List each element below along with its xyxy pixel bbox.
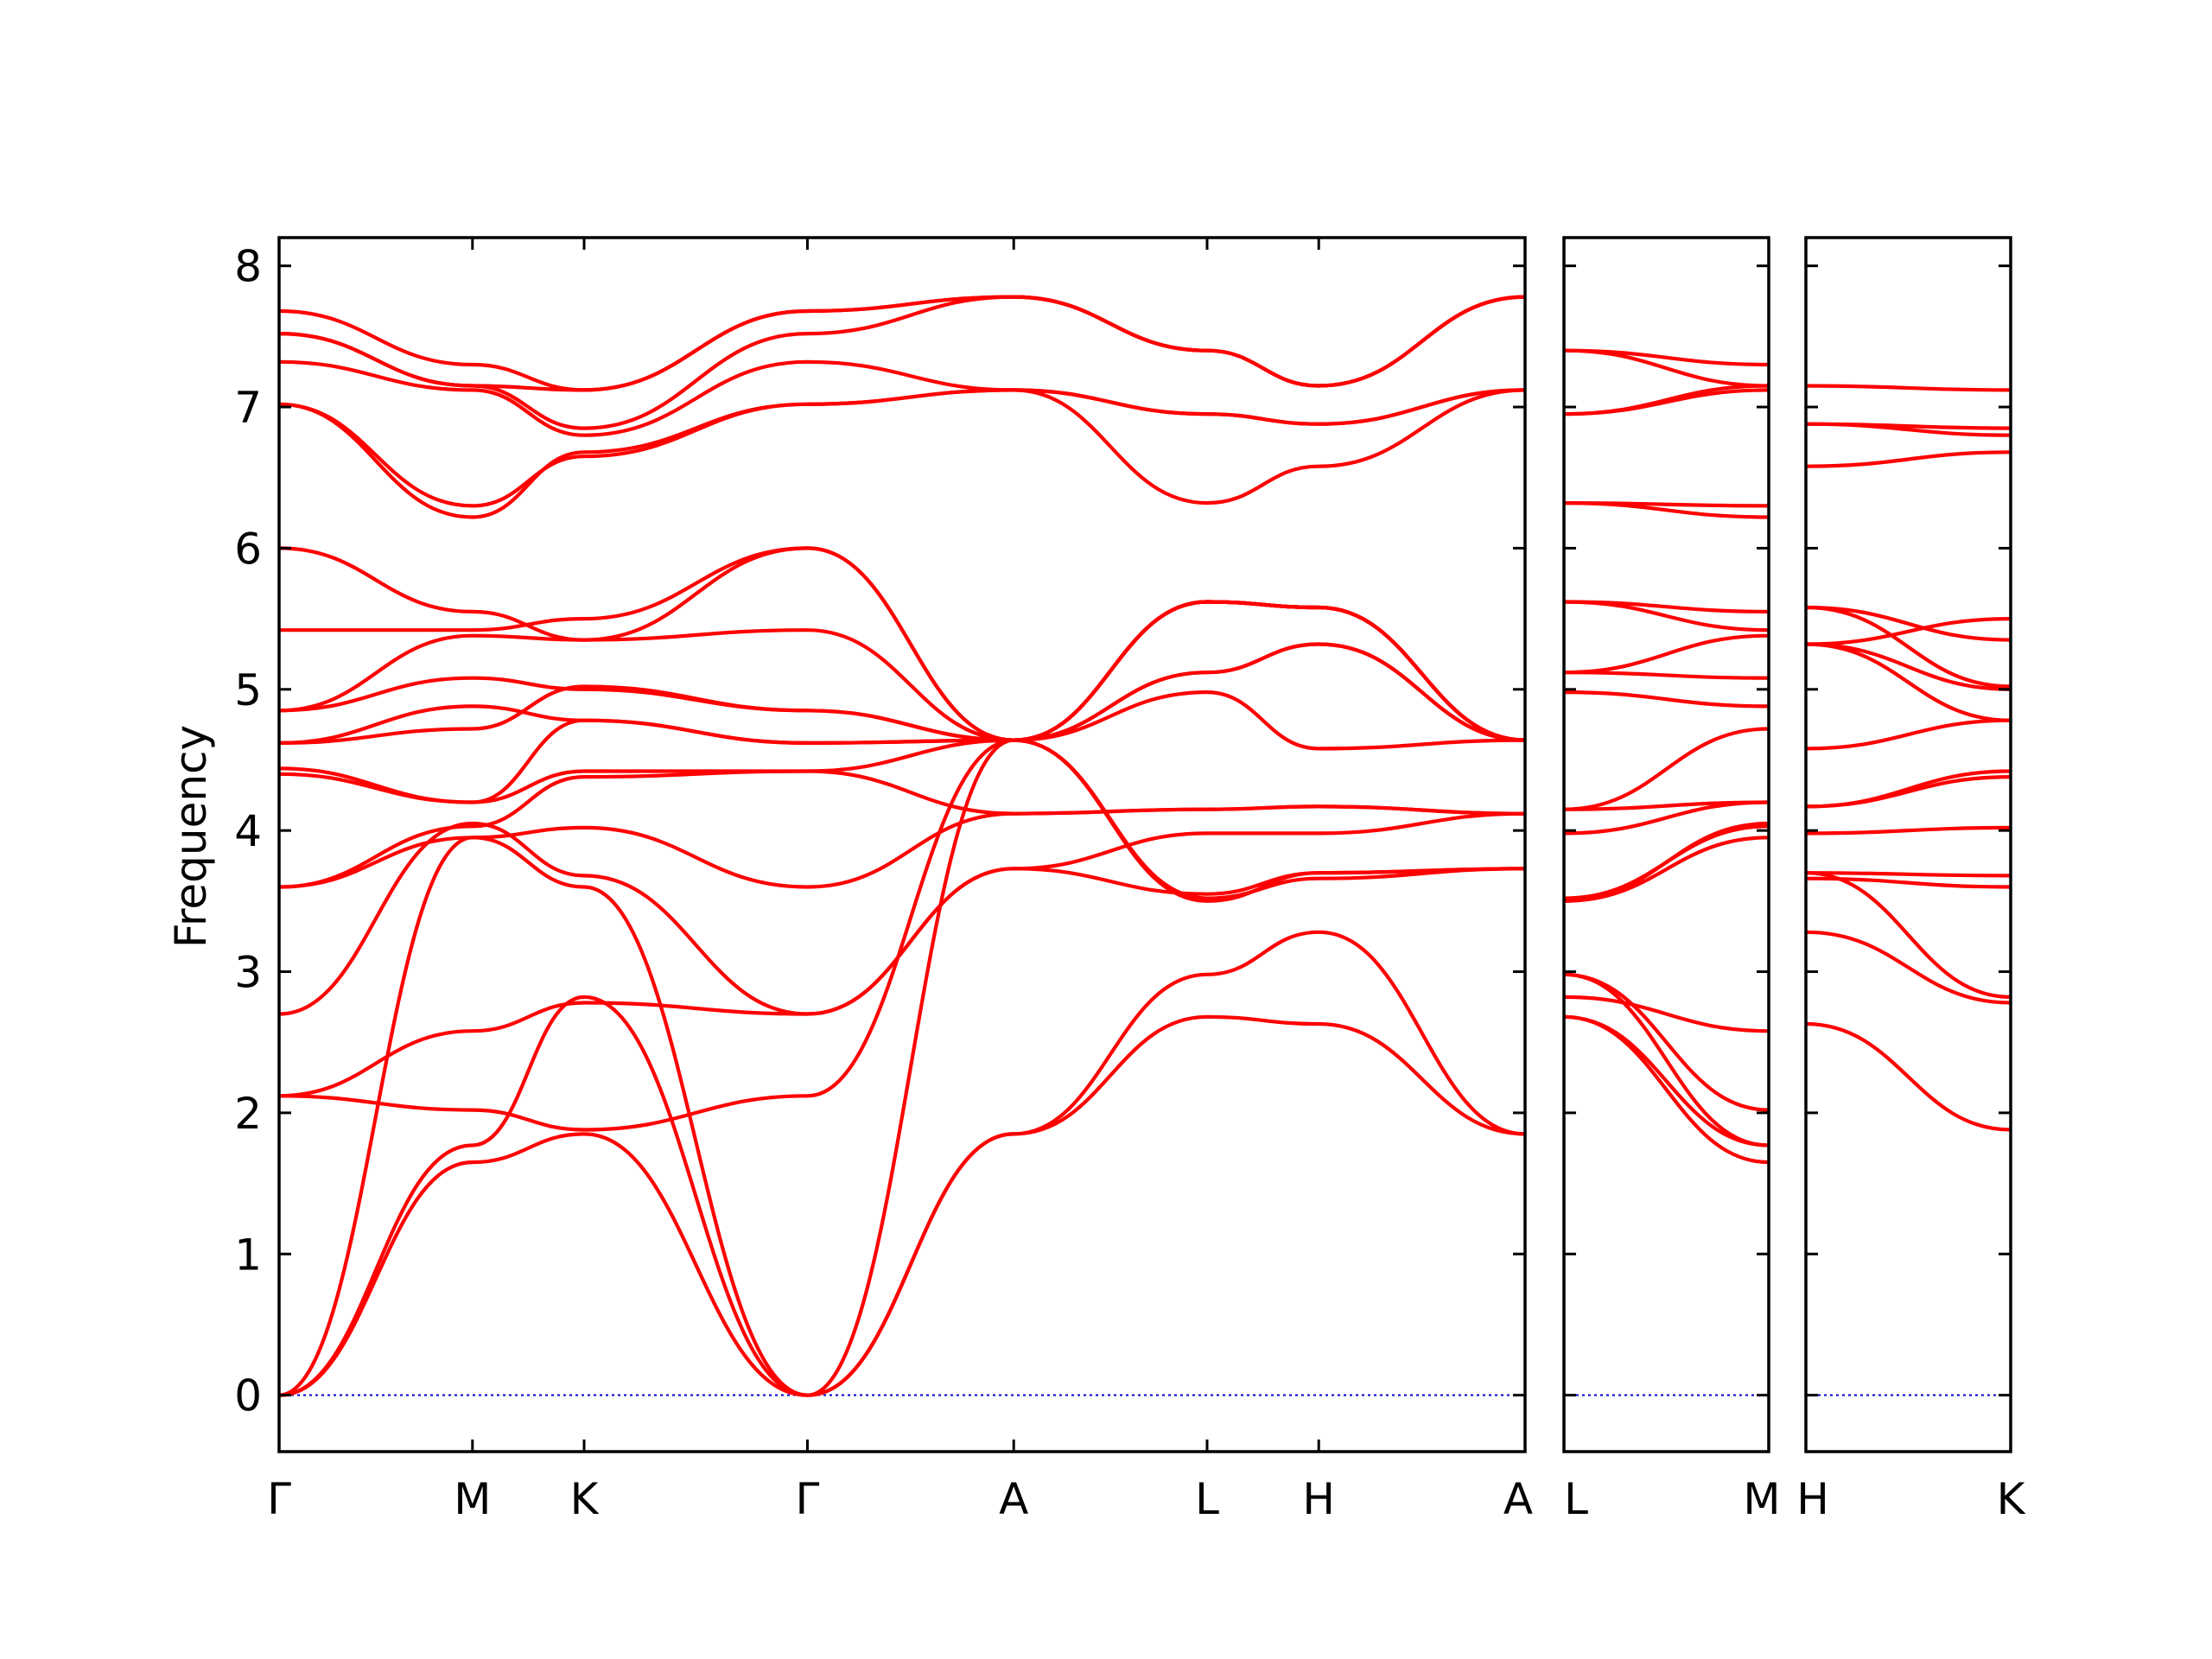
panel-1: Γ M K Γ A L H A 0 1 2 3 4 5 6 7 8 — [234, 236, 1533, 1524]
x-tick-label: M — [1743, 1474, 1780, 1524]
panel-frame — [1804, 236, 2012, 1453]
band-8 — [279, 769, 1525, 889]
band-13 — [279, 600, 1525, 742]
y-tick-label: 4 — [234, 806, 262, 856]
band-11 — [1806, 642, 2011, 691]
band-2 — [279, 930, 1525, 1397]
y-tick-label: 6 — [234, 524, 262, 574]
x-tick-label: M — [454, 1474, 491, 1524]
panel-frame — [277, 236, 1527, 1453]
band-6 — [1564, 836, 1769, 903]
band-5 — [1564, 995, 1769, 1033]
band-2 — [1806, 930, 2011, 1005]
band-8 — [1564, 824, 1769, 900]
x-tick-label: Γ — [267, 1474, 291, 1524]
band-20 — [1564, 384, 1769, 416]
band-22 — [1564, 348, 1769, 367]
band-4 — [1564, 972, 1769, 1112]
band-6 — [279, 811, 1525, 1016]
panel-frame — [1562, 236, 1770, 1453]
band-21 — [279, 295, 1525, 392]
y-tick-label: 0 — [234, 1371, 262, 1421]
band-6 — [1806, 825, 2011, 836]
band-16 — [1564, 600, 1769, 613]
band-14 — [1806, 617, 2011, 646]
band-lines — [1564, 348, 1769, 1165]
y-axis-label: Frequency — [166, 725, 216, 948]
band-17 — [279, 388, 1525, 519]
band-16 — [279, 546, 1525, 742]
band-9 — [279, 690, 1525, 804]
band-17 — [1806, 422, 2011, 430]
band-10 — [1564, 800, 1769, 811]
band-8 — [1806, 769, 2011, 809]
band-18 — [1564, 501, 1769, 508]
band-13 — [1564, 671, 1769, 680]
x-tick-label: Γ — [795, 1474, 819, 1524]
band-13 — [1806, 605, 2011, 642]
band-5 — [279, 867, 1525, 1098]
band-12 — [1806, 605, 2011, 689]
y-tick-label: 5 — [234, 665, 262, 715]
band-12 — [1564, 690, 1769, 709]
band-19 — [279, 359, 1525, 437]
y-tick-label: 7 — [234, 383, 262, 433]
band-lines — [1806, 384, 2011, 1132]
band-4 — [279, 738, 1525, 1132]
x-tick-label: H — [1302, 1474, 1335, 1524]
band-18 — [1806, 384, 2011, 392]
x-tick-label: K — [570, 1474, 600, 1524]
x-tick-label: K — [1997, 1474, 2026, 1524]
band-19 — [1564, 388, 1769, 416]
x-tick-label: L — [1195, 1474, 1219, 1524]
y-tick-label: 2 — [234, 1089, 262, 1139]
band-14 — [1564, 633, 1769, 675]
band-7 — [279, 804, 1525, 889]
x-tick-label: A — [999, 1474, 1028, 1524]
y-tick-label: 1 — [234, 1230, 262, 1280]
band-20 — [279, 295, 1525, 430]
band-11 — [1564, 727, 1769, 811]
band-9 — [1806, 718, 2011, 751]
y-tick-label: 3 — [234, 948, 262, 998]
band-1 — [279, 1014, 1525, 1397]
x-tick-label: A — [1503, 1474, 1533, 1524]
x-tick-label: H — [1796, 1474, 1829, 1524]
band-22 — [279, 295, 1525, 392]
band-7 — [1806, 775, 2011, 809]
band-lines — [279, 295, 1525, 1397]
band-2 — [1564, 1014, 1769, 1147]
band-5 — [1806, 871, 2011, 878]
band-4 — [1806, 876, 2011, 889]
band-14 — [279, 600, 1525, 742]
y-tick-label: 8 — [234, 242, 262, 292]
band-1 — [1806, 1021, 2011, 1132]
band-15 — [1806, 450, 2011, 468]
band-11 — [279, 642, 1525, 745]
x-tick-label: L — [1564, 1474, 1588, 1524]
band-18 — [279, 388, 1525, 508]
